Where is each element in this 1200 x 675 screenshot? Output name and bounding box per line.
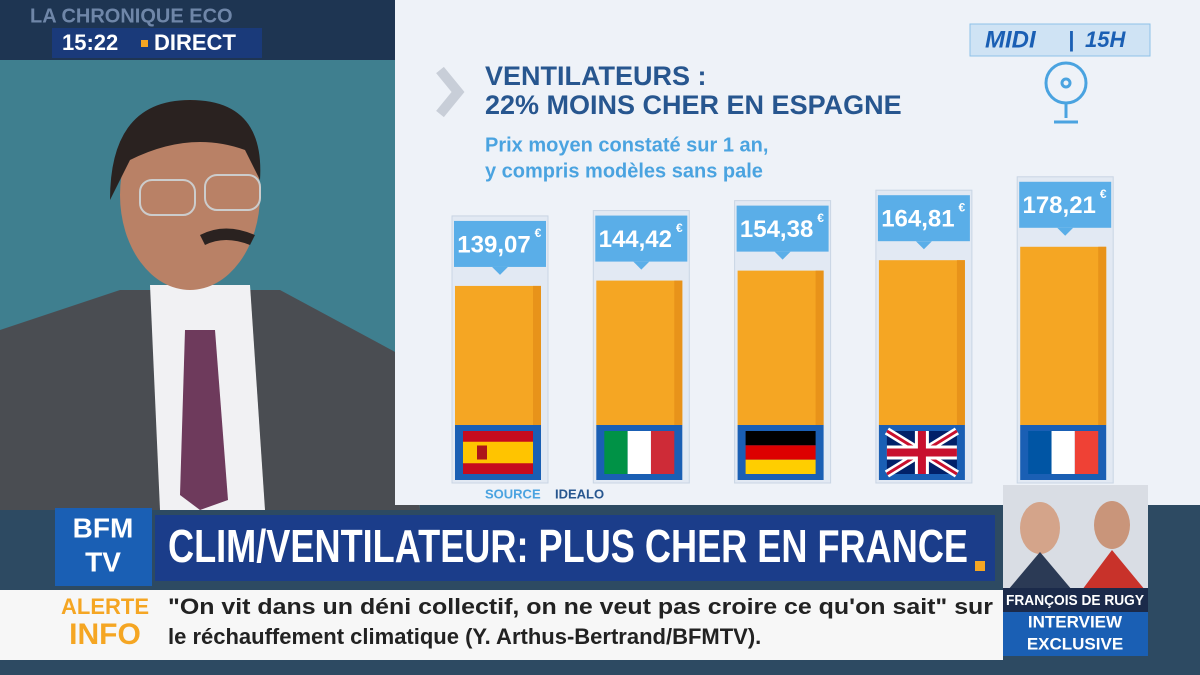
value-label: 154,38: [740, 216, 813, 243]
live-label: DIRECT: [154, 30, 236, 55]
value-pointer: [492, 266, 508, 275]
bar-shade: [956, 260, 965, 425]
ticker-text: le réchauffement climatique (Y. Arthus-B…: [168, 624, 761, 649]
inset-tag: INTERVIEW: [1028, 612, 1123, 631]
headline-dot: [975, 561, 985, 571]
logo-text: TV: [85, 546, 121, 577]
show-name: LA CHRONIQUE ECO: [30, 5, 233, 27]
flag: [745, 431, 816, 446]
bar: [455, 285, 541, 425]
inset-name-box: [1003, 588, 1148, 612]
value-unit: €: [817, 211, 824, 225]
bar-shade: [1098, 246, 1107, 425]
value-unit: €: [959, 200, 966, 214]
value-label: 139,07: [457, 231, 530, 258]
source-name: IDEALO: [555, 486, 604, 501]
inset-name: FRANÇOIS DE RUGY: [1006, 592, 1144, 609]
value-box: [877, 195, 970, 242]
flag: [604, 431, 628, 474]
bars: 139,07 €144,42 €154,38 €164,81 €178,21 €: [451, 176, 1114, 484]
bar: [878, 260, 965, 425]
moustache: [200, 228, 255, 245]
value-unit: €: [1100, 187, 1107, 201]
program-hour: 15H: [1085, 27, 1126, 52]
chart-title: 22% MOINS CHER EN ESPAGNE: [485, 90, 902, 120]
logo-text: BFM: [73, 512, 134, 543]
ticker-text: "On vit dans un déni collectif, on ne ve…: [168, 594, 993, 619]
value-pointer: [633, 261, 650, 270]
chart-subtitle: Prix moyen constaté sur 1 an,: [485, 134, 768, 156]
value-label: 144,42: [599, 226, 672, 253]
flag: [745, 445, 816, 460]
chart-title: VENTILATEURS :: [485, 61, 707, 91]
value-pointer: [774, 251, 791, 260]
value-box: [736, 205, 829, 252]
flag: [627, 431, 651, 474]
value-box: [595, 215, 688, 262]
inset-face: [1020, 502, 1060, 554]
program-separator: |: [1068, 27, 1074, 52]
inset-dress: [1082, 550, 1145, 590]
bar-shade: [815, 270, 824, 425]
chevron: [436, 66, 465, 118]
inset-tag: EXCLUSIVE: [1027, 634, 1123, 653]
value-unit: €: [676, 221, 683, 235]
value-box: [454, 220, 546, 267]
inset-face: [1094, 501, 1130, 549]
program-name: MIDI: [985, 26, 1037, 53]
flag: [477, 445, 487, 460]
bar: [1020, 246, 1107, 425]
clock-box: [52, 28, 262, 58]
alert-label: ALERTE: [61, 594, 149, 619]
alert-label: INFO: [69, 618, 141, 651]
inset-tag-box: [1003, 612, 1148, 656]
value-box: [1019, 181, 1112, 228]
flag: [745, 459, 816, 474]
flag: [1028, 431, 1052, 474]
flag: [650, 431, 675, 474]
bar: [737, 270, 824, 425]
value-pointer: [915, 241, 932, 250]
value-label: 164,81: [881, 206, 954, 233]
clock-dot: [141, 40, 148, 47]
headline: CLIM/VENTILATEUR: PLUS CHER EN FRANCE: [168, 520, 968, 572]
bar: [596, 280, 683, 425]
bar-shade: [533, 285, 541, 425]
source-label: SOURCE: [485, 486, 541, 501]
hair: [110, 100, 261, 200]
flag: [463, 441, 533, 464]
flag: [1051, 431, 1075, 474]
flag: [886, 448, 957, 457]
fan-icon: [1044, 61, 1088, 124]
ticker-box: [0, 590, 1003, 660]
value-pointer: [1057, 227, 1074, 236]
clock-time: 15:22: [62, 30, 118, 55]
chart-subtitle: y compris modèles sans pale: [485, 160, 763, 182]
tie: [180, 330, 228, 510]
bar-shade: [674, 280, 683, 425]
inset-suit: [1008, 552, 1072, 590]
program-logo: [969, 23, 1151, 57]
headline-box: [155, 515, 995, 581]
channel-logo: [55, 508, 152, 586]
glasses: [204, 174, 261, 211]
glasses: [139, 179, 196, 216]
flag: [1074, 431, 1099, 474]
value-unit: €: [535, 226, 542, 240]
value-label: 178,21: [1022, 192, 1095, 219]
